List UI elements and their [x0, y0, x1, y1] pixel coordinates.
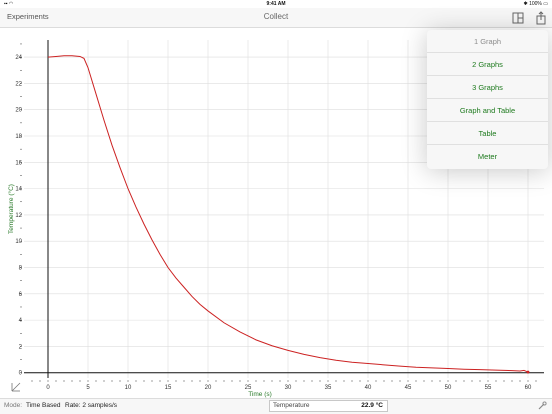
meter-value: 22.9 °C: [361, 402, 383, 409]
y-tick-label: 12: [15, 213, 22, 219]
y-tick-label: 6: [19, 292, 23, 298]
x-tick-label: 50: [445, 385, 452, 391]
layout-icon[interactable]: [511, 11, 525, 25]
x-tick-label: 10: [125, 385, 132, 391]
x-tick-label: 20: [205, 385, 212, 391]
x-axis-title[interactable]: Time (s): [248, 391, 272, 398]
menu-item-1-graph[interactable]: 1 Graph: [427, 30, 548, 53]
temperature-meter[interactable]: Temperature 22.9 °C: [269, 400, 388, 412]
share-icon[interactable]: [534, 11, 548, 25]
x-tick-label: 60: [525, 385, 532, 391]
menu-item-meter[interactable]: Meter: [477, 152, 498, 161]
y-tick-label: 24: [15, 55, 22, 61]
x-tick-label: 40: [365, 385, 372, 391]
graph-options-icon[interactable]: [11, 382, 21, 392]
menu-item-graph-and-table[interactable]: Graph and Table: [427, 99, 548, 122]
wrench-icon[interactable]: [537, 401, 547, 411]
x-tick-label: 30: [285, 385, 292, 391]
y-tick-label: 8: [19, 266, 23, 272]
x-tick-label: 15: [165, 385, 172, 391]
mode-value[interactable]: Time Based: [26, 402, 61, 409]
graph-area[interactable]: 0 5 10 15 20 25 30 35 40 45 50 55 60 0 2 4 6 8 10 12 14 16 18 2…: [0, 28, 552, 398]
x-tick-label: 35: [325, 385, 332, 391]
temperature-graph[interactable]: 0 5 10 15 20 25 30 35 40 45 50 55 600246810121416182…: [0, 28, 552, 398]
menu-item-table[interactable]: Table: [427, 122, 548, 145]
meter-label: Temperature: [273, 402, 310, 409]
experiments-button[interactable]: Experiments: [7, 12, 49, 21]
y-tick-label: 16: [15, 160, 22, 166]
mode-label: Mode:: [4, 402, 23, 409]
y-axis-title[interactable]: Temperature (°C): [7, 184, 15, 234]
y-tick-label: 14: [15, 187, 22, 193]
y-tick-label: 2: [19, 344, 23, 350]
y-tick-label: 0: [19, 371, 23, 377]
y-tick-label: 10: [15, 239, 22, 245]
battery-indicator: ✱ 100% ▭: [523, 1, 548, 7]
battery-percent: 100%: [529, 1, 542, 7]
nav-bar: Experiments Collect: [0, 8, 552, 28]
menu-item-2-graphs[interactable]: 2 Graphs: [427, 53, 548, 76]
y-tick-label: 22: [15, 81, 22, 87]
bottom-bar: Mode: Time Based Rate: 2 samples/s Tempe…: [0, 398, 552, 414]
graph-layout-menu: 1 Graph 2 Graphs 3 Graphs Graph and Table Ta…: [427, 30, 548, 169]
x-tick-label: 25: [245, 385, 252, 391]
y-tick-label: 18: [15, 134, 22, 140]
signal-wifi-icon: ▪▪ ◠: [4, 1, 14, 7]
x-tick-label: 45: [405, 385, 412, 391]
x-tick-label: 55: [485, 385, 492, 391]
rate-value[interactable]: Rate: 2 samples/s: [65, 402, 118, 409]
x-tick-label: 0: [46, 385, 50, 391]
menu-item-3-graphs[interactable]: 3 Graphs: [427, 76, 548, 99]
x-tick-label: 5: [86, 385, 90, 391]
temperature-series-line: [47, 55, 529, 373]
status-time: 9:41 AM: [266, 1, 286, 7]
y-tick-label: 4: [19, 318, 23, 324]
y-tick-label: 20: [15, 108, 22, 114]
status-bar: ▪▪ ◠ 9:41 AM ✱ 100% ▭: [0, 0, 552, 8]
page-title: Collect: [263, 12, 289, 21]
